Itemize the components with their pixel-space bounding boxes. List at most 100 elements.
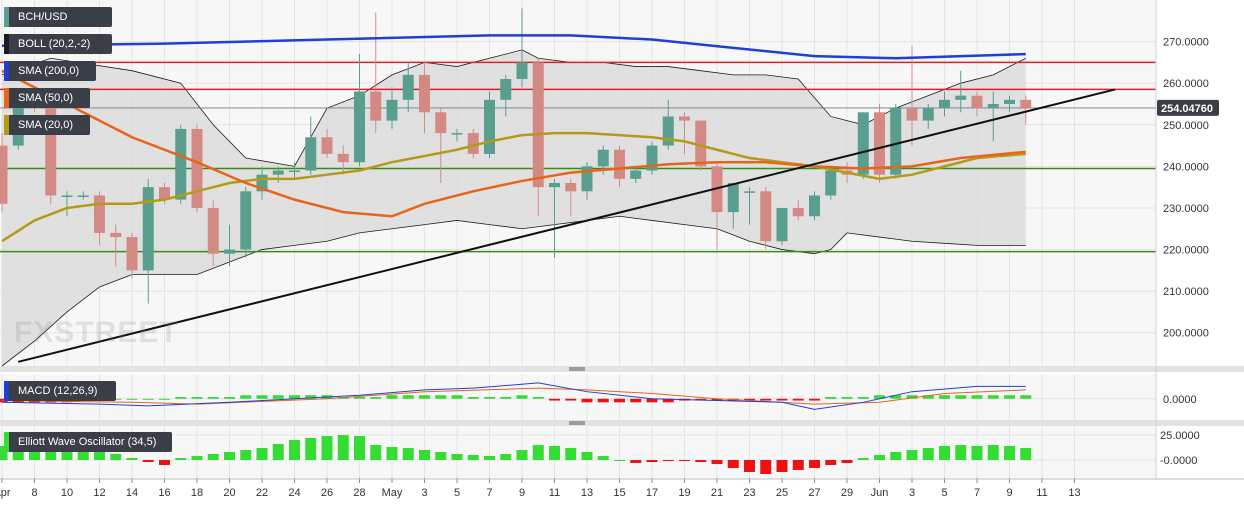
x-tick-label: 17 [646, 487, 658, 499]
x-tick-label: 23 [743, 487, 755, 499]
candle-body [776, 207, 788, 242]
x-tick-label: Jun [871, 487, 889, 499]
ewo-bar [289, 440, 300, 460]
candle [110, 224, 122, 267]
y-tick-label: 260.0000 [1163, 78, 1209, 90]
candle-body [727, 183, 739, 213]
legend-boll-label: BOLL (20,2,-2) [18, 38, 91, 50]
ewo-bar [581, 452, 593, 460]
candle-body [744, 191, 755, 193]
candle-body [662, 116, 674, 146]
candle-body [532, 62, 544, 188]
candle [760, 187, 772, 250]
legend-boll-swatch [4, 34, 9, 54]
macd-histogram-bar [159, 398, 170, 400]
ewo-y-tick-label: 25.0000 [1160, 430, 1200, 442]
ewo-bar [744, 460, 755, 472]
bollinger-band-fill [2, 49, 1026, 367]
pane-bg-2 [0, 426, 1156, 478]
candle [987, 91, 999, 142]
candle-body [256, 174, 268, 192]
macd-histogram-bar [191, 397, 203, 399]
ewo-bar [679, 460, 690, 461]
macd-histogram-bar [809, 398, 820, 401]
candle [679, 112, 690, 154]
candle [922, 103, 934, 129]
x-tick-label: 13 [581, 487, 593, 499]
legend-sma20[interactable]: SMA (20,0) [4, 115, 90, 135]
legend-symbol[interactable]: BCH/USD [4, 7, 112, 27]
candle-body [484, 99, 495, 154]
legend-macd[interactable]: MACD (12,26,9) [4, 381, 116, 401]
x-tick-label: 24 [288, 487, 300, 499]
x-tick-label: 14 [126, 487, 138, 499]
macd-histogram-bar [126, 398, 138, 400]
candle-body [939, 99, 950, 109]
ewo-bar [695, 460, 707, 462]
candle-body [955, 95, 967, 100]
candle-body [0, 145, 8, 204]
x-tick-label: 7 [974, 487, 980, 499]
ewo-bar [240, 450, 252, 460]
ewo-bar [516, 450, 528, 460]
candle-body [581, 166, 593, 192]
candle [874, 103, 885, 183]
candle-body [402, 74, 414, 100]
ewo-bar [614, 460, 625, 461]
ewo-bar [435, 452, 447, 460]
candle [662, 99, 674, 150]
macd-histogram-bar [776, 398, 788, 401]
x-tick-label: 21 [711, 487, 723, 499]
candle-body [1020, 99, 1032, 109]
candle-body [94, 195, 105, 233]
legend-sma20-label: SMA (20,0) [18, 119, 74, 131]
candle-body [337, 153, 349, 163]
x-tick-label: 20 [223, 487, 235, 499]
candle [565, 178, 577, 217]
candle [1020, 95, 1032, 125]
legend-boll[interactable]: BOLL (20,2,-2) [4, 34, 112, 54]
candle-body [386, 99, 398, 121]
candle-body [906, 108, 918, 121]
macd-histogram-bar [857, 397, 869, 399]
macd-histogram-bar [224, 397, 235, 399]
ewo-bar [565, 448, 577, 460]
ewo-bar [1004, 446, 1015, 460]
candle-body [207, 207, 219, 254]
candle-body [451, 133, 463, 135]
macd-histogram-bar [451, 395, 463, 399]
macd-histogram-bar [971, 395, 983, 399]
legend-ewo[interactable]: Elliott Wave Oscillator (34,5) [4, 432, 172, 452]
legend-sma200-swatch [4, 61, 9, 81]
candle [321, 128, 333, 159]
y-tick-label: 250.0000 [1163, 120, 1209, 132]
ewo-bar [1020, 448, 1032, 460]
macd-histogram-bar [516, 395, 528, 399]
candle [240, 187, 252, 258]
macd-histogram-bar [565, 398, 577, 401]
x-tick-label: 16 [158, 487, 170, 499]
ewo-bar [857, 458, 869, 460]
ewo-bar [825, 460, 837, 465]
candle [402, 62, 414, 113]
x-tick-label: 29 [841, 487, 853, 499]
ewo-bar [776, 460, 788, 472]
ewo-bar [597, 456, 609, 460]
ewo-bar [224, 452, 235, 460]
legend-sma50[interactable]: SMA (50,0) [4, 88, 90, 108]
macd-histogram-bar [906, 395, 918, 399]
x-tick-label: 8 [31, 487, 37, 499]
ewo-bar [630, 460, 642, 463]
pane-separator [0, 366, 1244, 372]
macd-histogram-bar [939, 395, 950, 399]
candle-body [110, 232, 122, 238]
ewo-bar [354, 436, 365, 460]
legend-ewo-label: Elliott Wave Oscillator (34,5) [18, 436, 157, 448]
candle [451, 128, 463, 142]
candle-body [679, 116, 690, 121]
candle-body [191, 128, 203, 208]
candle-body [224, 249, 235, 254]
legend-sma200[interactable]: SMA (200,0) [4, 61, 96, 81]
